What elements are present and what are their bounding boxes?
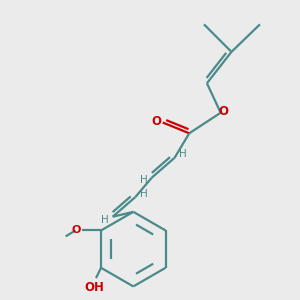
Text: H: H: [140, 189, 147, 199]
Text: O: O: [72, 225, 81, 235]
Text: H: H: [140, 176, 148, 185]
Text: OH: OH: [85, 281, 104, 294]
Text: O: O: [151, 115, 161, 128]
Text: H: H: [100, 215, 108, 225]
Text: O: O: [218, 105, 228, 118]
Text: H: H: [179, 149, 187, 159]
